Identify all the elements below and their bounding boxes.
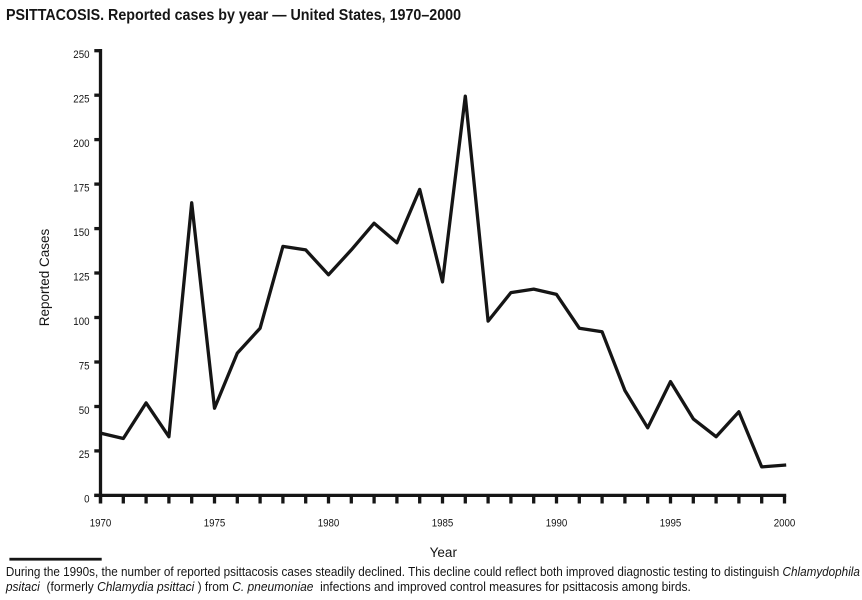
svg-text:250: 250 (73, 49, 89, 61)
svg-text:175: 175 (73, 182, 89, 194)
svg-text:1990: 1990 (546, 518, 568, 530)
svg-text:During the 1990s, the number o: During the 1990s, the number of reported… (6, 564, 860, 579)
svg-text:1985: 1985 (432, 518, 454, 530)
svg-text:2000: 2000 (774, 518, 796, 530)
svg-text:Reported Cases: Reported Cases (37, 228, 52, 326)
svg-text:25: 25 (79, 449, 90, 461)
svg-text:150: 150 (73, 227, 89, 239)
svg-text:125: 125 (73, 271, 89, 283)
svg-text:200: 200 (73, 138, 89, 150)
svg-text:psitaci (formerly Chlamydia p: psitaci (formerly Chlamydia psittaci ) f… (5, 579, 691, 594)
svg-text:1970: 1970 (90, 518, 112, 530)
svg-text:0: 0 (84, 494, 89, 506)
svg-text:100: 100 (73, 316, 89, 328)
svg-text:50: 50 (79, 405, 90, 417)
svg-text:1975: 1975 (204, 518, 226, 530)
svg-text:Year: Year (430, 545, 458, 560)
svg-text:1980: 1980 (318, 518, 340, 530)
svg-text:225: 225 (73, 94, 89, 106)
svg-text:PSITTACOSIS. Reported cases by: PSITTACOSIS. Reported cases by year — Un… (6, 7, 461, 24)
svg-text:1995: 1995 (660, 518, 682, 530)
svg-text:75: 75 (79, 360, 90, 372)
